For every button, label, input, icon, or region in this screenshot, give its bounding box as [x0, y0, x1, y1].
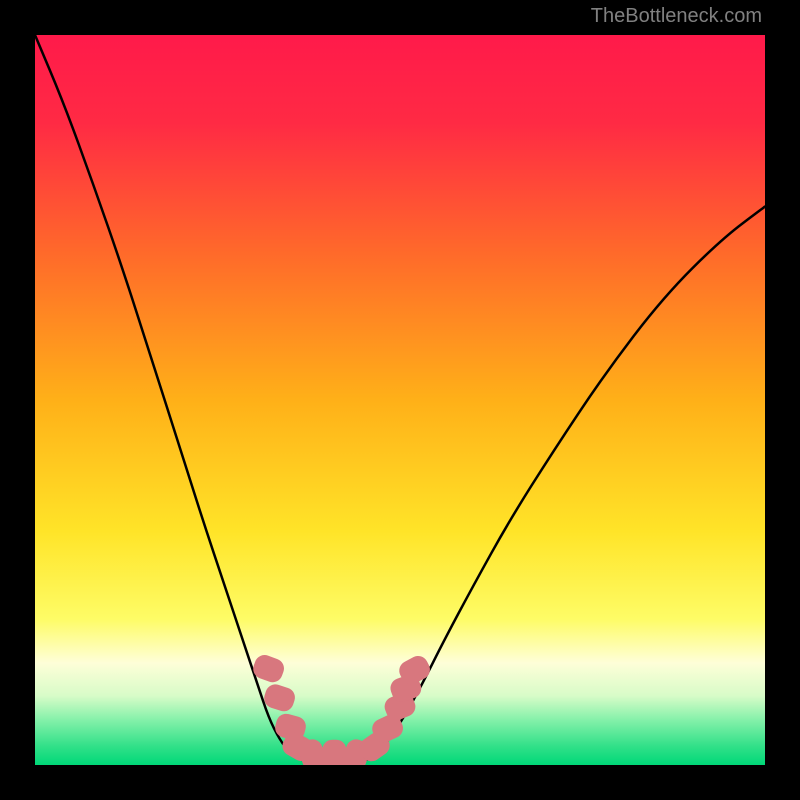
plot-area: [35, 35, 765, 765]
marker-bead: [322, 740, 346, 765]
curve-left-curve: [35, 35, 305, 761]
watermark-text: TheBottleneck.com: [591, 5, 762, 28]
curves-layer: [35, 35, 765, 765]
chart-container: TheBottleneck.com: [0, 0, 800, 800]
